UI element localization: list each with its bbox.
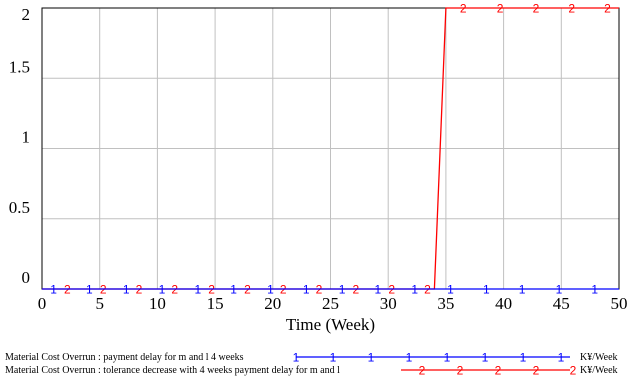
legend: Material Cost Overrun : payment delay fo… [5,351,618,378]
legend-marker: 1 [444,351,451,365]
series-marker-1: 1 [267,283,274,297]
legend-marker: 1 [330,351,337,365]
grid-lines [42,8,619,289]
legend-marker: 2 [533,364,540,378]
series-marker-1: 1 [374,283,381,297]
x-tick-label: 5 [95,294,104,313]
series-marker-1: 1 [339,283,346,297]
y-tick-label: 2 [22,5,31,24]
series-marker-2: 2 [568,2,575,16]
legend-marker: 1 [520,351,527,365]
series-marker-1: 1 [303,283,310,297]
x-axis-ticks: 0 5 10 15 20 25 30 35 40 45 50 [38,294,628,313]
legend-unit: K¥/Week [580,365,618,376]
x-tick-label: 40 [495,294,512,313]
series-marker-1: 1 [194,283,201,297]
y-tick-label: 1 [22,128,31,147]
x-tick-label: 35 [437,294,454,313]
x-tick-label: 10 [149,294,166,313]
legend-marker: 2 [495,364,502,378]
legend-marker: 2 [419,364,426,378]
legend-marker: 1 [482,351,489,365]
legend-marker: 2 [570,364,577,378]
y-tick-label: 1.5 [9,57,30,76]
legend-marker: 1 [293,351,300,365]
y-axis-ticks: 0 0.5 1 1.5 2 [9,5,30,287]
series-marker-2: 2 [460,2,467,16]
x-tick-label: 20 [264,294,281,313]
x-tick-label: 25 [322,294,339,313]
series-marker-2: 2 [533,2,540,16]
series-marker-1: 1 [123,283,130,297]
x-tick-label: 15 [207,294,224,313]
x-axis-title: Time (Week) [286,315,375,334]
legend-marker: 1 [406,351,413,365]
series-marker-1: 1 [447,283,454,297]
legend-unit: K¥/Week [580,352,618,363]
legend-marker: 2 [457,364,464,378]
series-layer: 2 2 2 2 2 2 2 2 2 2 22 2 2 2 21 1 1 1 1 1 1 1 1 1 1 1 1 1 1 1 [42,2,619,297]
series-marker-2: 2 [604,2,611,16]
series-marker-1: 1 [519,283,526,297]
legend-series-name: Material Cost Overrun : payment delay fo… [5,352,244,363]
x-tick-label: 30 [380,294,397,313]
legend-marker: 1 [368,351,375,365]
series-marker-1: 1 [230,283,237,297]
series-marker-1: 1 [591,283,598,297]
series-marker-1: 1 [556,283,563,297]
legend-marker: 1 [558,351,565,365]
x-tick-label: 0 [38,294,47,313]
legend-series-name: Material Cost Overrun : tolerance decrea… [5,365,340,376]
series-marker-1: 1 [50,283,57,297]
series-marker-1: 1 [159,283,166,297]
series-marker-2: 2 [497,2,504,16]
series-marker-1: 1 [411,283,418,297]
y-tick-label: 0 [22,268,31,287]
series-marker-1: 1 [483,283,490,297]
y-tick-label: 0.5 [9,198,30,217]
x-tick-label: 45 [553,294,570,313]
series-marker-1: 1 [86,283,93,297]
x-tick-label: 50 [611,294,628,313]
